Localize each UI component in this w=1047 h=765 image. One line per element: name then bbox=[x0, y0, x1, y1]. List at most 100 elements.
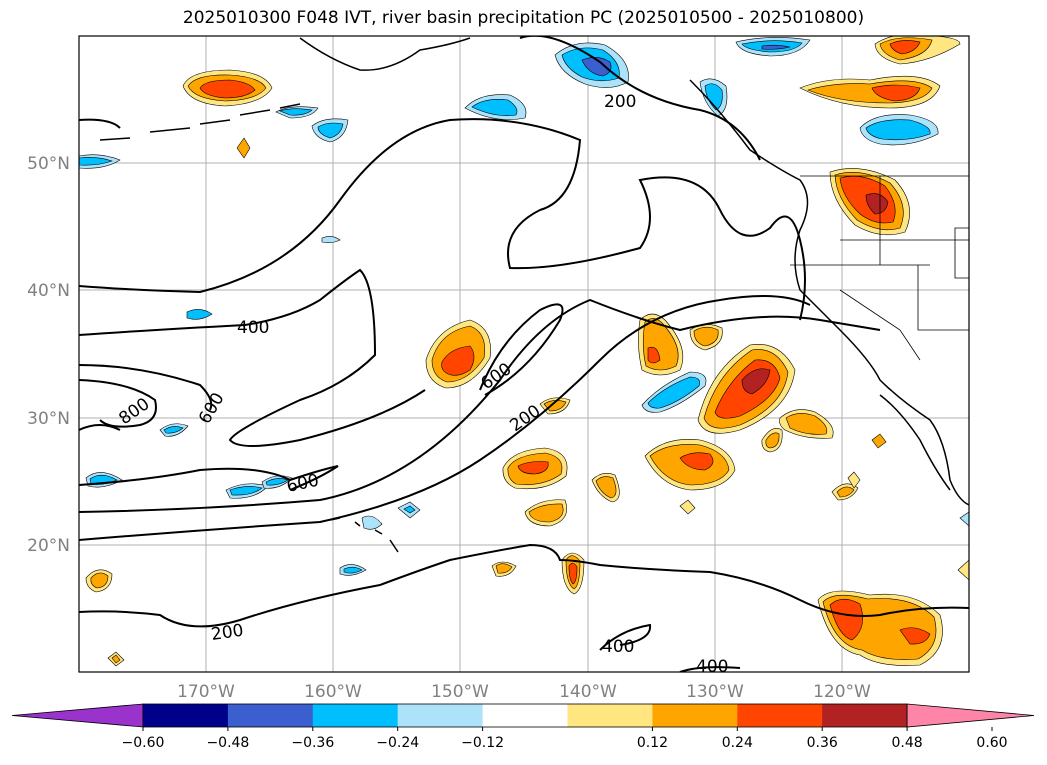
colorbar-extend-high bbox=[906, 703, 1035, 728]
ivt-contours bbox=[79, 36, 969, 672]
contour-label: 200 bbox=[604, 92, 636, 112]
contour-200-south bbox=[79, 543, 969, 628]
colorbar-segment bbox=[737, 704, 823, 727]
anomaly-positive bbox=[679, 499, 696, 515]
anomaly-negative bbox=[79, 157, 113, 166]
colorbar-tick-label: −0.36 bbox=[291, 735, 334, 751]
colorbar-tick-label: −0.48 bbox=[206, 735, 249, 751]
alaska-coast bbox=[299, 37, 471, 71]
latitude-labels: 50°N 40°N 30°N 20°N bbox=[27, 154, 70, 556]
anomaly-positive bbox=[865, 193, 889, 215]
lon-label: 160°W bbox=[304, 682, 362, 702]
anomaly-positive bbox=[595, 476, 617, 499]
colorbar-segment bbox=[227, 704, 314, 727]
map-frame bbox=[78, 35, 970, 673]
lon-label: 130°W bbox=[686, 682, 744, 702]
colorbar-tick-label: 0.36 bbox=[807, 735, 838, 751]
political-borders bbox=[790, 175, 969, 361]
contour-label: 200 bbox=[210, 621, 245, 645]
anomaly-positive bbox=[568, 562, 578, 585]
anomaly-positive bbox=[957, 559, 969, 581]
lat-label: 30°N bbox=[27, 409, 70, 429]
contour-600-band bbox=[479, 303, 564, 396]
anomaly-negative bbox=[186, 309, 213, 320]
lat-label: 50°N bbox=[27, 154, 70, 174]
anomaly-negative bbox=[317, 122, 344, 139]
colorbar-segment bbox=[397, 704, 484, 727]
anomaly-positive bbox=[647, 346, 661, 364]
contour-600 bbox=[79, 424, 121, 431]
colorbar-segment bbox=[312, 704, 399, 727]
precip-anomaly-blobs bbox=[79, 36, 969, 667]
anomaly-positive bbox=[199, 79, 256, 99]
colorbar-frame bbox=[142, 703, 908, 728]
lon-label: 140°W bbox=[559, 682, 617, 702]
contour-label: 400 bbox=[602, 637, 634, 657]
contour-label: 200 bbox=[506, 401, 544, 436]
anomaly-negative bbox=[959, 511, 969, 527]
aleutian-islands bbox=[99, 103, 301, 141]
contour-label: 800 bbox=[115, 394, 153, 429]
anomaly-negative bbox=[279, 108, 313, 116]
anomaly-negative bbox=[343, 566, 363, 574]
anomaly-negative bbox=[471, 99, 518, 116]
lat-label: 20°N bbox=[27, 536, 70, 556]
colorbar-tick-label: 0.24 bbox=[722, 735, 753, 751]
contour-labels: 200 400 600 800 600 600 200 400 400 200 bbox=[115, 92, 728, 677]
contour-label: 600 bbox=[285, 471, 321, 497]
anomaly-positive bbox=[765, 432, 780, 449]
colorbar-tick-label: 0.48 bbox=[892, 735, 923, 751]
contour-400-north bbox=[79, 118, 121, 129]
contour-200-band bbox=[79, 295, 811, 541]
anomaly-positive bbox=[836, 486, 855, 498]
anomaly-positive bbox=[693, 326, 719, 347]
anomaly-positive bbox=[236, 137, 251, 159]
anomaly-positive bbox=[889, 40, 921, 55]
anomaly-positive bbox=[90, 572, 109, 589]
anomaly-positive bbox=[871, 433, 887, 449]
anomaly-negative bbox=[647, 376, 700, 409]
map-title: 2025010300 F048 IVT, river basin precipi… bbox=[182, 8, 865, 28]
anomaly-positive bbox=[441, 345, 475, 376]
anomaly-positive bbox=[871, 84, 921, 102]
contour-200-band bbox=[79, 298, 881, 513]
anomaly-positive bbox=[495, 563, 513, 574]
contour-600 bbox=[79, 364, 213, 411]
contour-label: 400 bbox=[237, 318, 269, 338]
contour-200 bbox=[519, 36, 761, 161]
contour-400-south bbox=[679, 666, 741, 672]
contour-label: 600 bbox=[195, 389, 229, 427]
anomaly-positive bbox=[829, 598, 863, 641]
colorbar-segment bbox=[567, 704, 653, 727]
colorbar-tick-label: −0.12 bbox=[461, 735, 504, 751]
baja-california bbox=[879, 394, 951, 491]
contour-600-mid bbox=[79, 465, 339, 491]
colorbar-segment bbox=[652, 704, 738, 727]
longitude-labels: 170°W 160°W 150°W 140°W 130°W 120°W bbox=[177, 682, 871, 702]
hawaii-islands bbox=[329, 517, 399, 553]
colorbar-segment bbox=[822, 704, 908, 727]
contour-400-north bbox=[79, 118, 806, 321]
anomaly-negative bbox=[321, 236, 341, 243]
colorbar-tick-label: 0.60 bbox=[976, 735, 1007, 751]
anomaly-positive bbox=[642, 318, 679, 371]
colorbar: −0.60 −0.48 −0.36 −0.24 −0.12 0.12 0.24 0.36 0.4… bbox=[11, 703, 1035, 751]
anomaly-positive bbox=[111, 654, 121, 664]
anomaly-positive bbox=[741, 368, 771, 395]
lon-label: 120°W bbox=[813, 682, 871, 702]
colorbar-segment bbox=[143, 704, 229, 727]
map-plot-area: 200 400 600 800 600 600 200 400 400 200 bbox=[79, 36, 969, 677]
anomaly-positive bbox=[528, 503, 564, 523]
anomaly-negative bbox=[163, 426, 184, 434]
lat-label: 40°N bbox=[27, 281, 70, 301]
anomaly-negative bbox=[361, 515, 383, 530]
anomaly-negative bbox=[865, 119, 931, 141]
anomaly-positive bbox=[899, 627, 931, 645]
lon-label: 150°W bbox=[431, 682, 489, 702]
west-coast bbox=[689, 79, 969, 506]
contour-label: 400 bbox=[696, 657, 728, 677]
colorbar-tick-label: 0.12 bbox=[637, 735, 668, 751]
lon-label: 170°W bbox=[177, 682, 235, 702]
coastlines bbox=[99, 37, 969, 553]
